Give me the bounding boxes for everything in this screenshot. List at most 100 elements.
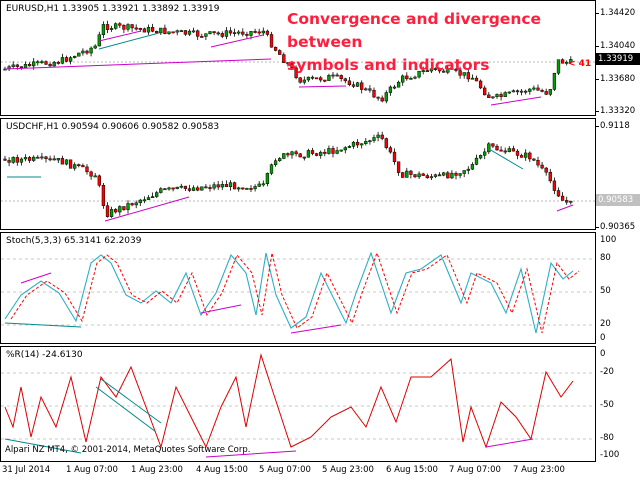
usdchf-candle — [364, 141, 368, 144]
usdchf-candle — [503, 150, 507, 153]
eurusd-candle — [142, 28, 147, 33]
usdchf-candle — [409, 170, 413, 175]
eurusd-candle — [44, 61, 48, 65]
usdchf-candle — [446, 172, 450, 179]
usdchf-candle — [433, 174, 438, 177]
eurusd-candle — [503, 92, 507, 97]
usdchf-candle — [442, 172, 446, 176]
usdchf-candle — [56, 158, 60, 161]
usdchf-candle — [27, 157, 32, 161]
usdchf-candle — [15, 157, 19, 163]
usdchf-candle — [515, 150, 520, 156]
usdchf-candle — [97, 175, 101, 186]
eurusd-candle — [335, 74, 339, 77]
usdchf-chart-pane[interactable]: USDCHF,H1 0.90594 0.90606 0.90582 0.9058… — [0, 118, 596, 230]
usdchf-candle — [290, 151, 294, 156]
eurusd-candle — [257, 31, 261, 34]
usdchf-candle — [261, 183, 265, 186]
usdchf-candle — [478, 155, 483, 159]
usdchf-candle — [355, 141, 360, 146]
eurusd-candle — [216, 32, 220, 35]
eurusd-candle — [290, 63, 294, 69]
usdchf-candle — [339, 149, 343, 152]
eurusd-divergence-line — [98, 30, 142, 42]
eurusd-candle — [228, 30, 233, 34]
eurusd-candle — [495, 94, 499, 97]
wpr-convergence-line — [100, 378, 162, 424]
usdchf-candles — [1, 131, 595, 222]
eurusd-candle — [384, 92, 388, 102]
eurusd-candle — [355, 82, 360, 87]
eurusd-candle — [77, 52, 81, 57]
usdchf-candle — [208, 187, 212, 189]
wpr-tick-20: -20 — [600, 367, 614, 377]
usdchf-candle — [118, 206, 122, 213]
eurusd-tick-1: 1.34420 — [600, 8, 636, 18]
eurusd-candle — [261, 30, 265, 34]
stochastic-lines — [1, 251, 595, 334]
usdchf-candle — [466, 168, 470, 171]
eurusd-candle — [175, 30, 179, 33]
overlay-title: Convergence and divergence between symbo… — [287, 8, 587, 77]
usdchf-candle — [155, 192, 159, 197]
eurusd-candle — [319, 77, 323, 81]
williams-r-pane[interactable]: %R(14) -24.6130 — [0, 346, 596, 462]
eurusd-price-axis[interactable]: 1.34420 1.34040 1.33680 1.33320 — [596, 0, 640, 116]
eurusd-candle — [507, 91, 511, 94]
eurusd-candle — [310, 76, 315, 79]
usdchf-candle — [64, 159, 69, 165]
usdchf-candle — [48, 158, 52, 161]
usdchf-candle — [237, 187, 241, 190]
eurusd-candle — [405, 75, 409, 80]
copyright-text: Alpari NZ MT4, © 2001-2014, MetaQuotes S… — [5, 445, 251, 455]
usdchf-candle — [470, 164, 475, 170]
eurusd-candle — [298, 77, 302, 83]
usdchf-candle — [450, 172, 454, 179]
usdchf-candle — [253, 186, 257, 190]
usdchf-candle — [36, 156, 40, 159]
usdchf-candle — [351, 141, 356, 147]
eurusd-candle — [515, 90, 520, 93]
usdchf-candle — [101, 185, 106, 206]
eurusd-candle — [179, 30, 183, 32]
usdchf-candle — [319, 151, 323, 156]
eurusd-candle — [155, 31, 159, 34]
eurusd-candle — [212, 31, 216, 34]
usdchf-candle — [548, 171, 552, 182]
usdchf-candle — [376, 134, 380, 138]
williams-r-axis[interactable]: 0 -20 -50 -80 -100 — [596, 346, 640, 462]
usdchf-info-label: USDCHF,H1 0.90594 0.90606 0.90582 0.9058… — [6, 122, 220, 132]
usdchf-candle — [314, 153, 319, 156]
stochastic-axis[interactable]: 100 80 50 20 0 — [596, 232, 640, 344]
usdchf-candle — [528, 152, 532, 160]
eurusd-candle — [331, 74, 335, 77]
stochastic-pane[interactable]: Stoch(5,3,3) 65.3141 62.2039 — [0, 232, 596, 344]
eurusd-candle — [282, 54, 286, 63]
usdchf-candle — [249, 188, 253, 190]
usdchf-candle — [179, 185, 183, 188]
stoch-divergence-line — [290, 324, 342, 334]
eurusd-tick-2: 1.34040 — [600, 41, 636, 51]
eurusd-candle — [392, 86, 397, 89]
usdchf-candle — [187, 188, 192, 191]
wpr-divergence-line — [485, 438, 534, 448]
eurusd-candle — [48, 64, 52, 67]
usdchf-candle — [224, 184, 229, 187]
eurusd-candle — [249, 31, 253, 36]
time-label-8: 7 Aug 07:00 — [449, 465, 501, 475]
time-axis[interactable]: 31 Jul 2014 1 Aug 07:00 1 Aug 23:00 4 Au… — [0, 462, 640, 480]
usdchf-candle — [11, 157, 15, 163]
eurusd-candle — [462, 72, 466, 76]
eurusd-candle — [524, 90, 528, 93]
eurusd-candle — [32, 61, 36, 67]
eurusd-chart-pane[interactable]: EURUSD,H1 1.33905 1.33921 1.33892 1.3391… — [0, 0, 596, 116]
usdchf-candle — [413, 174, 417, 178]
eurusd-candle — [167, 31, 171, 34]
usdchf-candle — [396, 161, 401, 173]
eurusd-candle — [552, 72, 557, 90]
time-label-9: 7 Aug 23:00 — [513, 465, 565, 475]
usdchf-candle — [167, 187, 171, 190]
eurusd-divergence-line — [210, 34, 264, 48]
usdchf-price-axis[interactable]: 0.9118 0.90365 — [596, 118, 640, 232]
stochastic-info-label: Stoch(5,3,3) 65.3141 62.2039 — [6, 236, 142, 246]
